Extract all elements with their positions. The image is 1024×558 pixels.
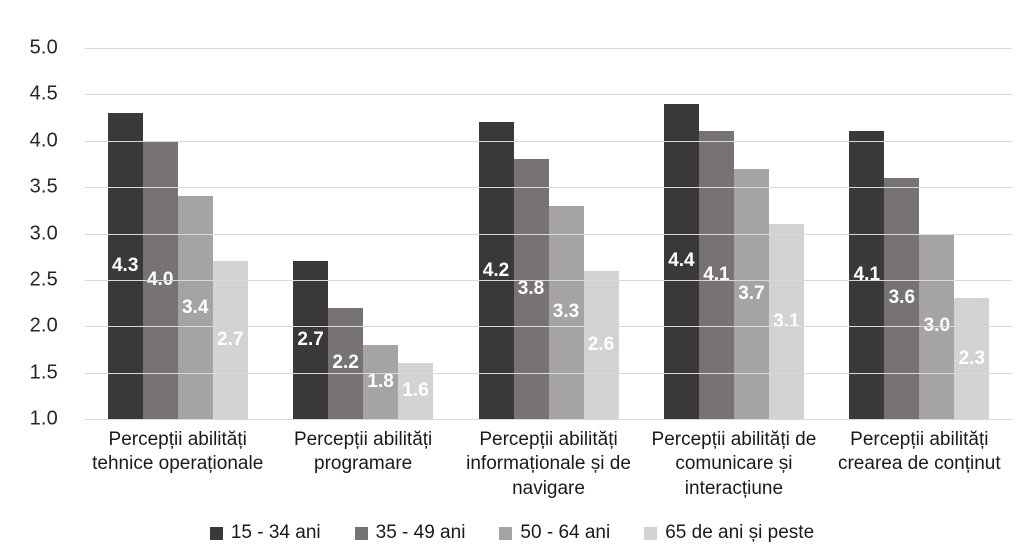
legend-swatch-icon xyxy=(354,526,368,540)
bar-data-label: 3.4 xyxy=(181,296,209,318)
bar-data-label: 3.3 xyxy=(552,301,580,323)
y-axis-tick-label: 4.5 xyxy=(29,82,58,105)
legend-item: 50 - 64 ani xyxy=(499,522,610,544)
bar-data-label: 4.2 xyxy=(482,259,510,281)
bar-data-label: 4.1 xyxy=(853,264,881,286)
legend-item: 15 - 34 ani xyxy=(209,522,321,544)
bar-group: 4.1 3.6 3.0 2.3 xyxy=(827,48,1012,419)
gridline xyxy=(85,48,1012,49)
y-axis-tick-label: 4.0 xyxy=(29,129,58,152)
legend-swatch-icon xyxy=(209,526,223,540)
bar-data-label: 1.6 xyxy=(402,380,429,402)
legend-swatch-icon xyxy=(644,526,658,540)
bar-data-label: 4.4 xyxy=(668,250,695,272)
gridline xyxy=(85,279,1012,281)
legend-label: 35 - 49 ani xyxy=(375,522,466,543)
x-axis-category-label: Percepții abilități programare xyxy=(293,429,433,475)
bar-data-label: 1.8 xyxy=(367,370,394,392)
bar-50-64ani-cat4: 3.7 xyxy=(733,168,769,419)
gridline xyxy=(85,94,1012,96)
bar-15-34ani-cat1: 4.3 xyxy=(107,112,143,419)
y-axis-tick-label: 3.0 xyxy=(29,222,58,244)
plot-area: 4.3 4.0 3.4 2.7 2.7 2.2 1.8 1.6 4.2 3.8 3.3 2.6 4.4 4… xyxy=(85,48,1012,420)
legend-item: 65 de ani și peste xyxy=(644,522,814,544)
gridline xyxy=(85,326,1012,328)
gridline xyxy=(85,233,1012,235)
bar-data-label: 2.7 xyxy=(216,329,244,351)
bar-35-49ani-cat5: 3.6 xyxy=(884,177,920,419)
y-axis-tick-label: 2.5 xyxy=(29,268,58,291)
bar-65deanișipeste-cat3: 2.6 xyxy=(583,270,619,419)
bar-15-34ani-cat3: 4.2 xyxy=(478,122,514,419)
bar-data-label: 4.0 xyxy=(146,268,174,290)
y-axis-tick-label: 1.0 xyxy=(29,407,58,430)
y-axis-tick-label: 5.0 xyxy=(29,36,58,59)
bar-15-34ani-cat4: 4.4 xyxy=(663,103,699,419)
bar-15-34ani-cat2: 2.7 xyxy=(293,261,329,419)
bar-data-label: 2.6 xyxy=(587,333,615,355)
bar-50-64ani-cat3: 3.3 xyxy=(548,205,584,419)
legend-label: 15 - 34 ani xyxy=(230,522,321,543)
legend-swatch-icon xyxy=(499,526,513,540)
x-axis-category-label: Percepții abilități tehnice operaționale xyxy=(92,429,264,475)
gridline xyxy=(85,372,1012,374)
bar-35-49ani-cat3: 3.8 xyxy=(513,159,549,419)
y-axis: 5.0 4.5 4.0 3.5 3.0 2.5 2.0 1.5 1.0 xyxy=(0,37,58,430)
y-axis-tick-label: 3.5 xyxy=(29,175,58,198)
bar-data-label: 3.6 xyxy=(888,287,916,309)
legend-label: 50 - 64 ani xyxy=(520,522,611,543)
legend-label: 65 de ani și peste xyxy=(665,522,815,543)
bar-data-label: 2.3 xyxy=(958,347,986,369)
bar-group: 4.2 3.8 3.3 2.6 xyxy=(456,48,641,419)
bar-35-49ani-cat4: 4.1 xyxy=(698,131,734,419)
bar-data-label: 3.7 xyxy=(738,282,765,304)
x-axis-category-label: Percepții abilități de comunicare și int… xyxy=(651,429,817,499)
gridline xyxy=(85,187,1012,189)
y-axis-tick-label: 2.0 xyxy=(29,314,58,337)
bar-65deanișipeste-cat5: 2.3 xyxy=(954,298,990,419)
gridline xyxy=(85,419,1012,420)
bar-15-34ani-cat5: 4.1 xyxy=(849,131,885,419)
bar-data-label: 3.0 xyxy=(923,315,951,337)
bar-50-64ani-cat2: 1.8 xyxy=(363,344,399,419)
x-axis-category-labels: Percepții abilități tehnice operaționale… xyxy=(85,428,1012,501)
x-axis-category-label: Percepții abilități informaționale și de… xyxy=(466,429,631,499)
bar-65deanișipeste-cat1: 2.7 xyxy=(212,261,248,419)
bar-data-label: 3.8 xyxy=(517,278,545,300)
bar-data-label: 3.1 xyxy=(773,310,800,332)
legend-item: 35 - 49 ani xyxy=(354,522,466,544)
bar-data-label: 2.7 xyxy=(297,329,324,351)
bar-data-label: 2.2 xyxy=(332,352,359,374)
bar-data-label: 4.1 xyxy=(703,264,730,286)
x-axis-category-label: Percepții abilități crearea de conținut xyxy=(837,429,1001,475)
gridline xyxy=(85,140,1012,142)
bar-50-64ani-cat1: 3.4 xyxy=(177,196,213,419)
y-axis-tick-label: 1.5 xyxy=(29,361,58,384)
legend: 15 - 34 ani 35 - 49 ani 50 - 64 ani 65 de a… xyxy=(0,522,1024,544)
bar-35-49ani-cat2: 2.2 xyxy=(328,307,364,419)
bar-data-label: 4.3 xyxy=(111,254,139,276)
bar-65deanișipeste-cat4: 3.1 xyxy=(768,224,804,419)
